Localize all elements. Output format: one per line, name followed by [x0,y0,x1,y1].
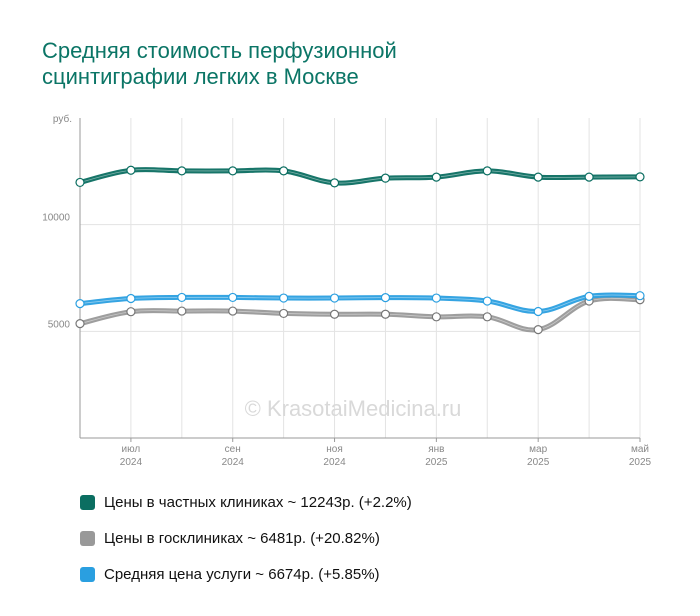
data-point-s1-2 [177,306,187,316]
data-point-s1-3 [228,306,238,316]
legend-label-private: Цены в частных клиниках ~ 12243р. (+2.2%… [104,493,412,511]
data-point-s2-0 [75,299,85,309]
data-point-s2-2 [177,292,187,303]
data-point-s2-4 [279,293,289,303]
x-tick-label-year-5: 2025 [629,457,652,468]
data-point-s2-10 [584,291,594,301]
y-axis-label: руб. [53,113,72,125]
data-point-s1-7 [431,312,441,322]
x-tick-label-year-4: 2025 [527,457,550,468]
data-point-s0-6 [380,173,391,183]
data-point-s0-10 [584,172,594,182]
chart-grid [80,118,641,438]
legend-item-private[interactable]: Цены в частных клиниках ~ 12243р. (+2.2%… [80,484,412,520]
data-point-s0-8 [482,166,492,176]
watermark: © KrasotaiMedicina.ru [245,396,462,421]
legend-item-public[interactable]: Цены в госклиниках ~ 6481р. (+20.82%) [80,520,412,556]
data-point-s0-0 [75,177,85,188]
chart-series [77,166,643,333]
data-point-s0-11 [635,172,645,182]
x-tick-label-year-2: 2024 [323,457,346,468]
data-point-s1-0 [75,319,85,329]
legend: Цены в частных клиниках ~ 12243р. (+2.2%… [80,484,412,592]
data-point-s1-8 [482,312,492,322]
data-point-s2-5 [329,293,340,303]
x-tick-label-month-3: янв [428,444,444,455]
chart-axes: 5000 10000 руб. июл 2024 сен 2024 ноя 2024 янв 202… [42,113,651,468]
y-tick-label-1: 10000 [42,213,70,224]
data-point-s1-5 [329,309,340,319]
chart-title: Средняя стоимость перфузионной сцинтигра… [42,38,642,90]
data-point-s0-9 [533,172,543,182]
x-tick-label-month-4: мар [529,444,547,455]
x-tick-label-month-1: сен [225,444,241,455]
data-point-s1-1 [126,307,136,317]
legend-label-public: Цены в госклиниках ~ 6481р. (+20.82%) [104,529,380,547]
data-point-s2-7 [431,293,441,303]
x-tick-label-month-2: ноя [326,444,343,455]
x-tick-label-month-5: май [631,444,649,455]
data-point-s0-7 [431,172,441,182]
chart-title-line-1: Средняя стоимость перфузионной [42,38,397,63]
legend-swatch-private [80,494,95,510]
x-tick-label-year-3: 2025 [425,457,448,468]
data-point-s1-4 [279,308,289,319]
data-point-s2-11 [635,291,645,301]
data-point-s0-1 [126,165,136,175]
data-point-s1-9 [533,325,543,335]
data-point-s2-3 [228,292,238,303]
series-line-highlight-1 [79,297,641,331]
data-point-s0-5 [329,178,340,188]
data-point-s0-3 [228,166,238,176]
data-point-s0-2 [177,166,187,176]
data-point-s2-6 [380,293,391,303]
legend-swatch-public [80,530,95,546]
data-point-s1-6 [380,309,391,319]
data-point-s2-8 [482,296,492,306]
x-tick-label-month-0: июл [122,444,141,455]
legend-item-average[interactable]: Средняя цена услуги ~ 6674р. (+5.85%) [80,556,412,592]
legend-swatch-average [80,566,95,582]
chart-title-line-2: сцинтиграфии легких в Москве [42,64,359,89]
data-point-s2-9 [533,306,543,317]
data-point-s2-1 [126,293,136,304]
y-tick-label-0: 5000 [48,319,71,330]
chart-points [75,165,645,335]
data-point-s0-4 [279,166,289,176]
x-tick-label-year-1: 2024 [222,457,245,468]
x-tick-label-year-0: 2024 [120,457,143,468]
legend-label-average: Средняя цена услуги ~ 6674р. (+5.85%) [104,565,380,583]
line-chart: © KrasotaiMedicina.ru 5000 10000 руб. июл 20… [42,113,651,468]
